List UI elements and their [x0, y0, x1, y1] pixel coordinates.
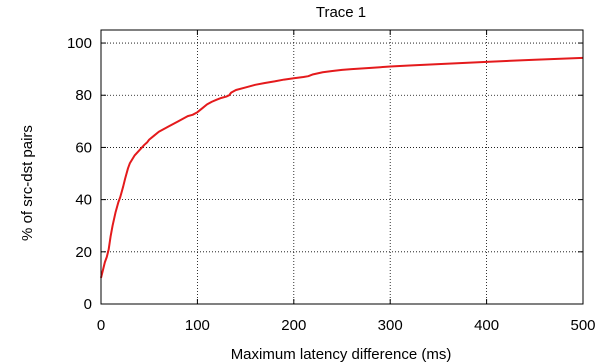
x-tick-label: 0 [97, 317, 105, 334]
series-layer [100, 56, 584, 279]
y-tick-label: 0 [84, 296, 92, 313]
grid-lines [101, 30, 583, 304]
y-tick-label: 20 [75, 244, 92, 261]
x-tick-labels: 0 100 200 300 400 500 [97, 317, 596, 334]
y-tick-label: 100 [67, 35, 92, 52]
x-tick-label: 400 [474, 317, 499, 334]
x-tick-label: 500 [570, 317, 595, 334]
x-tick-label: 100 [185, 317, 210, 334]
chart-title: Trace 1 [316, 4, 366, 21]
x-tick-label: 200 [281, 317, 306, 334]
axis-ticks [100, 30, 584, 305]
x-tick-label: 300 [378, 317, 403, 334]
series-line [100, 56, 584, 279]
y-axis-title: % of src-dst pairs [19, 125, 36, 241]
y-tick-label: 40 [75, 192, 92, 209]
plot-frame [100, 29, 584, 305]
y-tick-label: 60 [75, 139, 92, 156]
x-axis-title: Maximum latency difference (ms) [231, 346, 452, 363]
y-tick-labels: 0 20 40 60 80 100 [67, 35, 92, 313]
y-tick-label: 80 [75, 87, 92, 104]
